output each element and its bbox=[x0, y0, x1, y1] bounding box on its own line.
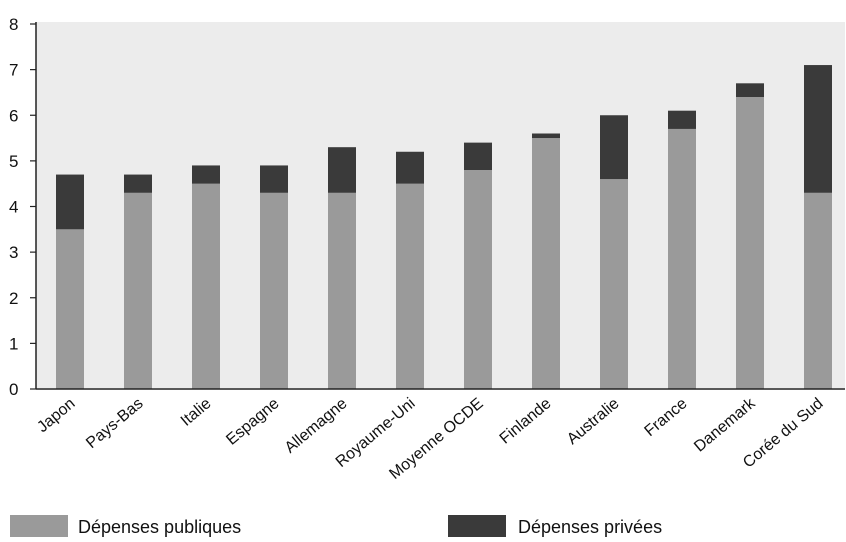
bar-segment-private bbox=[804, 65, 832, 193]
x-category-label: Pays-Bas bbox=[83, 395, 146, 452]
y-tick-label: 1 bbox=[9, 334, 18, 353]
bar-segment-private bbox=[736, 83, 764, 97]
bar-segment-private bbox=[124, 174, 152, 193]
x-category-label: Italie bbox=[178, 395, 215, 430]
legend-swatch-public bbox=[10, 515, 68, 537]
bar-segment-public bbox=[192, 183, 220, 389]
x-category-label: France bbox=[641, 395, 690, 440]
x-category-label: Allemagne bbox=[282, 395, 351, 457]
bar-segment-private bbox=[396, 151, 424, 184]
legend-label-public: Dépenses publiques bbox=[78, 517, 241, 537]
bar-segment-public bbox=[532, 138, 560, 389]
y-tick-label: 4 bbox=[9, 198, 18, 217]
legend-label-private: Dépenses privées bbox=[518, 517, 662, 537]
bars-group bbox=[56, 65, 832, 389]
x-category-label: Japon bbox=[34, 395, 78, 436]
y-tick-label: 0 bbox=[9, 380, 18, 399]
y-tick-label: 2 bbox=[9, 289, 18, 308]
bar-segment-public bbox=[668, 128, 696, 389]
bar-segment-private bbox=[260, 165, 288, 193]
legend-swatch-private bbox=[448, 515, 506, 537]
y-tick-label: 8 bbox=[9, 15, 18, 34]
bar-segment-public bbox=[328, 192, 356, 389]
bar-segment-private bbox=[668, 110, 696, 129]
bar-segment-private bbox=[56, 174, 84, 230]
bar-segment-private bbox=[328, 147, 356, 193]
x-labels-group: Japon Pays-Bas Italie Espagne AllemagneRoyau… bbox=[34, 394, 826, 483]
bar-segment-public bbox=[736, 97, 764, 389]
plot-area bbox=[36, 22, 845, 388]
bar-segment-public bbox=[260, 192, 288, 389]
bar-segment-public bbox=[124, 192, 152, 389]
y-tick-label: 6 bbox=[9, 106, 18, 125]
bar-segment-public bbox=[464, 170, 492, 389]
y-ticks-group: 0 1 2 3 4 5 6 7 8 bbox=[9, 15, 36, 399]
x-category-label: Finlande bbox=[497, 395, 555, 448]
bar-segment-public bbox=[600, 179, 628, 389]
bar-segment-private bbox=[532, 133, 560, 139]
bar-segment-private bbox=[600, 115, 628, 180]
y-tick-label: 7 bbox=[9, 61, 18, 80]
legend: Dépenses publiques Dépenses privées bbox=[10, 515, 662, 537]
y-tick-label: 3 bbox=[9, 243, 18, 262]
x-category-label: Espagne bbox=[223, 395, 282, 449]
x-category-label: Danemark bbox=[691, 394, 759, 455]
bar-segment-public bbox=[804, 192, 832, 389]
bar-segment-private bbox=[464, 142, 492, 170]
bar-segment-private bbox=[192, 165, 220, 184]
x-category-label: Australie bbox=[564, 395, 623, 448]
bar-segment-public bbox=[56, 229, 84, 389]
y-tick-label: 5 bbox=[9, 152, 18, 171]
bar-segment-public bbox=[396, 183, 424, 389]
